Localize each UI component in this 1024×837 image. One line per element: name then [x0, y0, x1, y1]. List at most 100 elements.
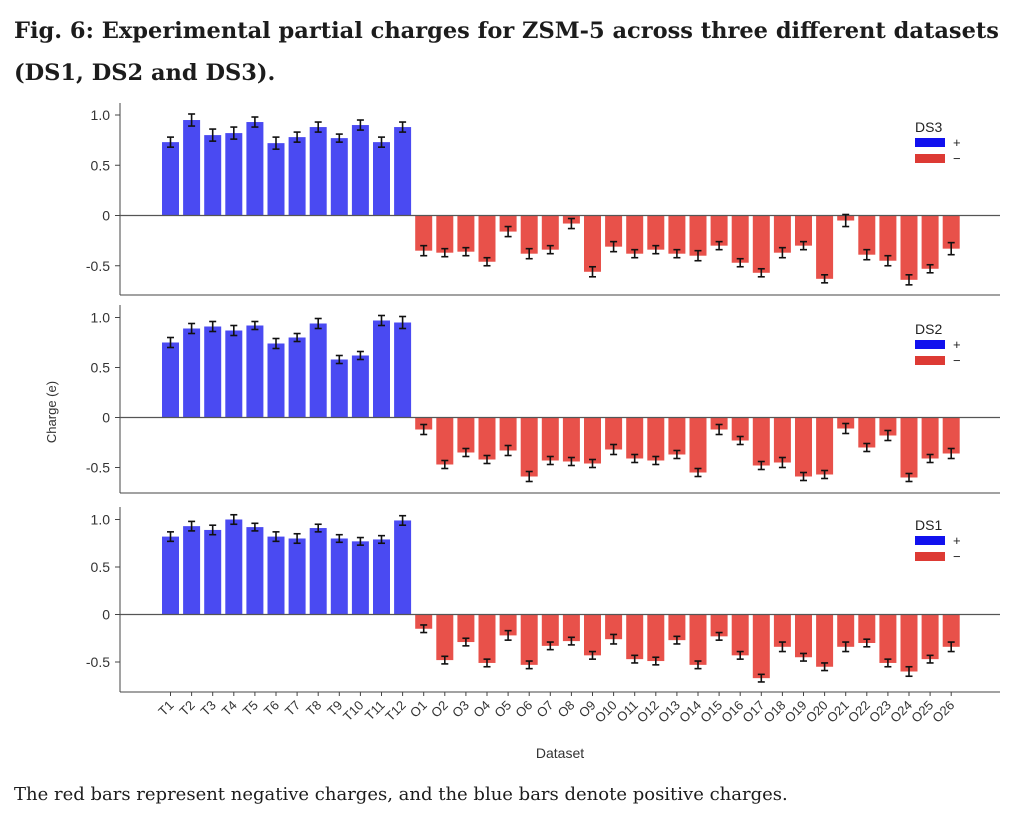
x-tick-label-o7: O7 — [534, 698, 557, 721]
x-tick-label-o3: O3 — [449, 698, 472, 721]
x-tick-label-o6: O6 — [512, 698, 535, 721]
error-bar — [821, 469, 829, 480]
bar-o23 — [879, 215, 897, 261]
bar-o10 — [605, 614, 623, 640]
bar-t12 — [394, 127, 412, 216]
error-bar — [567, 217, 575, 230]
error-bar — [757, 673, 765, 683]
error-bar — [483, 256, 491, 267]
error-bar — [335, 354, 343, 365]
bar-o10 — [605, 215, 623, 247]
y-tick-label: 0.5 — [91, 360, 111, 376]
x-axis-label: Dataset — [536, 745, 584, 761]
bar-o10 — [605, 417, 623, 450]
x-tick-label-o26: O26 — [929, 698, 957, 726]
error-bar — [356, 119, 364, 131]
x-tick-label-t11: T11 — [362, 698, 388, 724]
bar-o16 — [731, 215, 749, 263]
error-bar — [947, 241, 955, 256]
x-tick-label-t7: T7 — [282, 698, 303, 719]
error-bar — [546, 455, 554, 466]
error-bar — [293, 332, 301, 343]
bar-o7 — [541, 215, 559, 250]
bar-o8 — [562, 417, 580, 462]
bar-t9 — [330, 138, 348, 216]
bar-o11 — [626, 215, 644, 254]
error-bar — [167, 136, 174, 148]
bar-o17 — [752, 417, 770, 466]
bar-o23 — [879, 417, 897, 436]
x-tick-label-t12: T12 — [382, 698, 408, 724]
error-bar — [167, 336, 174, 349]
x-tick-label-t5: T5 — [240, 698, 261, 719]
error-bar — [905, 665, 913, 678]
bar-o4 — [478, 215, 496, 262]
bar-o9 — [584, 614, 601, 656]
bar-t5 — [246, 527, 264, 615]
error-bar — [757, 267, 765, 278]
bar-o22 — [858, 614, 876, 643]
error-bar — [715, 240, 723, 251]
error-bar — [694, 249, 702, 262]
error-bar — [884, 254, 892, 267]
bar-t11 — [373, 142, 390, 216]
bar-t4 — [225, 330, 243, 418]
error-bar — [399, 514, 407, 527]
bar-t10 — [351, 355, 369, 418]
error-bar — [631, 654, 639, 664]
bar-o18 — [773, 417, 791, 463]
y-tick-label: 0.5 — [91, 559, 111, 575]
error-bar — [757, 460, 765, 471]
bar-o1 — [415, 614, 433, 629]
error-bar — [188, 322, 196, 335]
bar-t12 — [394, 520, 412, 615]
bar-o11 — [626, 614, 644, 660]
legend-title: DS2 — [915, 321, 942, 337]
error-bar — [420, 423, 428, 436]
x-tick-label-t2: T2 — [176, 698, 197, 719]
y-tick-label: -0.5 — [86, 460, 110, 476]
error-bar — [736, 257, 744, 268]
error-bar — [736, 650, 744, 660]
error-bar — [441, 655, 449, 665]
error-bar — [504, 225, 512, 238]
y-tick-label: -0.5 — [86, 654, 110, 670]
bar-o4 — [478, 417, 496, 460]
x-tick-label-t1: T1 — [155, 698, 176, 719]
error-bar — [272, 337, 280, 350]
bar-o4 — [478, 614, 496, 663]
error-bar — [378, 314, 385, 327]
y-tick-label: 1.0 — [91, 107, 111, 123]
error-bar — [441, 459, 449, 470]
error-bar — [589, 650, 596, 660]
error-bar — [863, 638, 871, 648]
bar-o3 — [457, 417, 475, 453]
error-bar — [926, 453, 934, 464]
panel-ds1: 1.0 0.5 0 -0.5 DS1 +− — [86, 507, 1000, 693]
error-bar — [504, 629, 512, 641]
bar-o16 — [731, 614, 749, 656]
legend-ds1: DS1 +− — [915, 517, 961, 564]
bar-o24 — [900, 417, 918, 478]
y-tick-label: -0.5 — [86, 258, 110, 274]
legend-ds3: DS3 +− — [915, 119, 961, 166]
error-bar — [462, 246, 470, 257]
bar-o22 — [858, 417, 876, 448]
bar-o1 — [415, 417, 433, 430]
error-bar — [230, 513, 238, 526]
y-tick-label: 0.5 — [91, 157, 111, 173]
legend-swatch-negative — [915, 154, 945, 163]
bar-o2 — [436, 417, 454, 465]
error-bar — [525, 247, 533, 260]
legend-swatch-positive — [915, 138, 945, 147]
error-bar — [314, 523, 322, 533]
error-bar — [504, 444, 512, 457]
bar-o23 — [879, 614, 897, 663]
error-bar — [525, 660, 533, 670]
bar-o20 — [816, 417, 834, 475]
error-bar — [567, 456, 575, 467]
error-bar — [462, 447, 470, 458]
bar-o5 — [499, 215, 517, 232]
error-bar — [209, 128, 217, 142]
error-bar — [335, 133, 343, 143]
